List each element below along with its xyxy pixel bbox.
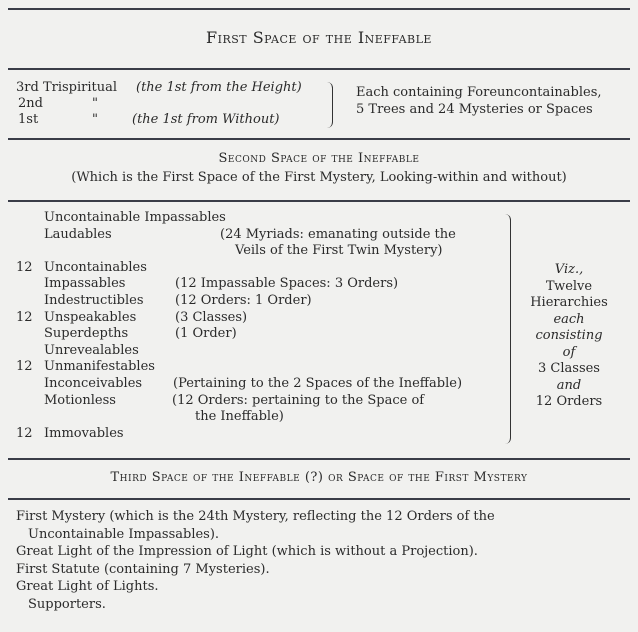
section2-heading: Second Space of the Ineffable <box>218 151 420 166</box>
row-label: Inconceivables <box>44 376 143 391</box>
text-line: Great Light of Lights. <box>16 579 159 594</box>
row-label: Unmanifestables <box>44 359 155 375</box>
row-label: 2nd <box>18 96 43 111</box>
brace <box>326 82 333 128</box>
row-label: Motionless <box>44 392 116 408</box>
row-note: (24 Myriads: emanating outside the <box>220 226 456 242</box>
text-line: Uncontainable Impassables). <box>28 526 220 542</box>
text-line: Supporters. <box>28 596 106 612</box>
row-note: (the 1st from Without) <box>132 112 280 127</box>
divider <box>8 138 630 140</box>
row-label: Impassables <box>44 276 126 292</box>
row-note: Veils of the First Twin Mystery) <box>235 243 443 259</box>
row-label: Uncontainable Impassables <box>44 210 226 225</box>
text-line: First Mystery (which is the 24th Mystery… <box>16 509 495 524</box>
row-note: (3 Classes) <box>175 309 248 325</box>
text-line: First Statute (containing 7 Mysteries). <box>16 561 270 577</box>
row-note: (12 Impassable Spaces: 3 Orders) <box>175 276 399 292</box>
summary-line: of <box>562 344 576 360</box>
section2-subheading: (Which is the First Space of the First M… <box>71 170 567 185</box>
summary-line: Viz., <box>554 262 584 277</box>
divider <box>8 498 630 500</box>
summary-line: Twelve <box>545 278 593 294</box>
row-label: Superdepths <box>44 326 129 342</box>
brace <box>500 214 511 444</box>
row-note: (12 Orders: pertaining to the Space of <box>172 392 425 408</box>
row-num: 12 <box>16 359 33 375</box>
summary-line: each <box>553 311 585 327</box>
row-note: " <box>92 96 98 111</box>
summary-line: 12 Orders <box>535 394 603 409</box>
row-note: (1 Order) <box>175 326 237 342</box>
summary-line: consisting <box>535 328 603 343</box>
text-line: Great Light of the Impression of Light (… <box>16 544 478 559</box>
row-label: 1st <box>18 112 39 127</box>
summary-line: 3 Classes <box>538 361 600 376</box>
summary-line: Hierarchies <box>530 295 608 310</box>
row-num: 12 <box>16 309 33 325</box>
row-label: 3rd Trispiritual <box>16 80 118 95</box>
row-note: " <box>92 112 98 127</box>
row-label: Immovables <box>44 425 124 441</box>
summary-line: Each containing Foreuncontainables, <box>356 85 602 100</box>
divider <box>8 68 630 70</box>
row-num: 12 <box>16 259 33 275</box>
row-note: (12 Orders: 1 Order) <box>175 293 312 308</box>
row-label: Indestructibles <box>44 293 144 308</box>
row-note: the Ineffable) <box>195 409 284 425</box>
divider <box>8 8 630 10</box>
section1-heading: First Space of the Ineffable <box>206 28 432 47</box>
section3-heading: Third Space of the Ineffable (?) or Spac… <box>110 470 528 485</box>
summary-line: 5 Trees and 24 Mysteries or Spaces <box>356 102 593 117</box>
summary-line: and <box>556 377 582 393</box>
row-label: Unrevealables <box>44 342 139 358</box>
row-note: (the 1st from the Height) <box>136 80 302 95</box>
divider <box>8 200 630 202</box>
row-label: Laudables <box>44 226 112 242</box>
row-label: Unspeakables <box>44 309 137 325</box>
row-note: (Pertaining to the 2 Spaces of the Ineff… <box>173 376 463 391</box>
divider <box>8 458 630 460</box>
row-label: Uncontainables <box>44 259 147 275</box>
row-num: 12 <box>16 425 33 441</box>
